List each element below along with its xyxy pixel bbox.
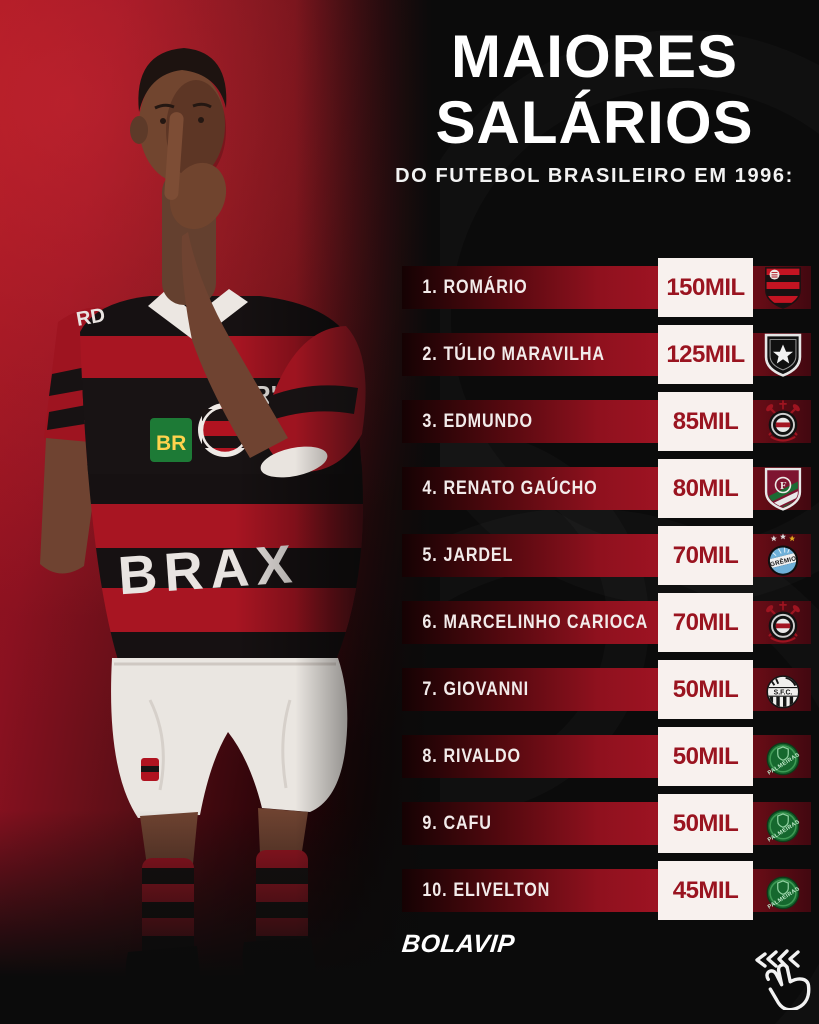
player-rank: 3. xyxy=(422,410,438,432)
player-label: 7. GIOVANNI xyxy=(402,679,529,701)
salary-value-box: 45MIL xyxy=(658,861,753,920)
ranking-row: 5. JARDEL 70MIL xyxy=(402,526,811,593)
ranking-row: 3. EDMUNDO 85MIL xyxy=(402,392,811,459)
santos-crest-icon xyxy=(762,667,804,713)
ranking-row: 10. ELIVELTON 45MIL xyxy=(402,861,811,928)
player-label: 2. TÚLIO MARAVILHA xyxy=(402,344,605,366)
player-label: 8. RIVALDO xyxy=(402,746,521,768)
player-name: ELIVELTON xyxy=(453,879,551,901)
player-label: 4. RENATO GAÚCHO xyxy=(402,478,598,500)
salary-value: 45MIL xyxy=(672,876,739,904)
player-name: TÚLIO MARAVILHA xyxy=(443,343,605,365)
header: MAIORES SALÁRIOS DO FUTEBOL BRASILEIRO E… xyxy=(390,24,799,188)
ranking-row: 9. CAFU 50MIL xyxy=(402,794,811,861)
player-rank: 1. xyxy=(422,276,438,298)
photo-fade-overlay xyxy=(0,810,445,1024)
salary-value: 50MIL xyxy=(672,809,739,837)
ranking-row: 8. RIVALDO 50MIL xyxy=(402,727,811,794)
player-rank: 9. xyxy=(422,812,438,834)
ranking-row: 7. GIOVANNI 50MIL xyxy=(402,660,811,727)
flamengo-crest-icon xyxy=(762,265,804,311)
ranking-row: 1. ROMÁRIO 150MIL xyxy=(402,258,811,325)
page-title-line1: MAIORES xyxy=(450,23,739,90)
salary-value-box: 150MIL xyxy=(658,258,753,317)
player-rank: 8. xyxy=(422,745,438,767)
salary-value-box: 70MIL xyxy=(658,593,753,652)
ranking-row: 4. RENATO GAÚCHO 80MIL xyxy=(402,459,811,526)
palmeiras-crest-icon xyxy=(762,801,804,847)
player-rank: 5. xyxy=(422,544,438,566)
player-label: 10. ELIVELTON xyxy=(402,880,550,902)
salary-value: 70MIL xyxy=(672,541,739,569)
ranking-row: 6. MARCELINHO CARIOCA 70MIL xyxy=(402,593,811,660)
fluminense-crest-icon xyxy=(762,466,804,512)
salary-value-box: 50MIL xyxy=(658,727,753,786)
gremio-crest-icon xyxy=(762,533,804,579)
salary-value: 150MIL xyxy=(666,273,745,301)
palmeiras-crest-icon xyxy=(762,868,804,914)
salary-value-box: 50MIL xyxy=(658,794,753,853)
player-name: ROMÁRIO xyxy=(443,276,528,298)
salary-value-box: 125MIL xyxy=(658,325,753,384)
player-rank: 4. xyxy=(422,477,438,499)
player-name: RIVALDO xyxy=(443,745,521,767)
player-name: CAFU xyxy=(443,812,492,834)
salary-value-box: 50MIL xyxy=(658,660,753,719)
swipe-left-icon xyxy=(755,949,811,1010)
player-rank: 6. xyxy=(422,611,438,633)
page-subtitle: DO FUTEBOL BRASILEIRO EM 1996: xyxy=(395,165,794,187)
player-label: 6. MARCELINHO CARIOCA xyxy=(402,612,648,634)
ranking-list: 1. ROMÁRIO 150MIL 2. TÚLIO MARAVILHA 125MI… xyxy=(402,258,811,928)
corinthians-crest-icon xyxy=(762,600,804,646)
salary-value: 80MIL xyxy=(672,474,739,502)
player-rank: 7. xyxy=(422,678,438,700)
bolavip-logo: BOLAVIP xyxy=(400,930,517,958)
corinthians-crest-icon xyxy=(762,399,804,445)
player-label: 1. ROMÁRIO xyxy=(402,277,528,299)
player-label: 5. JARDEL xyxy=(402,545,513,567)
botafogo-crest-icon xyxy=(762,332,804,378)
shoulder-patch-text: RD xyxy=(75,304,107,331)
page-title-line2: SALÁRIOS xyxy=(435,89,754,156)
player-rank: 10. xyxy=(422,879,448,901)
salary-value: 50MIL xyxy=(672,742,739,770)
palmeiras-crest-icon xyxy=(762,734,804,780)
player-rank: 2. xyxy=(422,343,438,365)
player-name: EDMUNDO xyxy=(443,410,533,432)
player-name: JARDEL xyxy=(443,544,514,566)
player-label: 3. EDMUNDO xyxy=(402,411,533,433)
ranking-row: 2. TÚLIO MARAVILHA 125MIL xyxy=(402,325,811,392)
salary-value-box: 70MIL xyxy=(658,526,753,585)
salary-value: 50MIL xyxy=(672,675,739,703)
salary-value: 85MIL xyxy=(672,407,739,435)
salary-value: 70MIL xyxy=(672,608,739,636)
salary-value-box: 80MIL xyxy=(658,459,753,518)
player-name: MARCELINHO CARIOCA xyxy=(443,611,649,633)
player-name: GIOVANNI xyxy=(443,678,529,700)
salary-value: 125MIL xyxy=(666,340,745,368)
salary-value-box: 85MIL xyxy=(658,392,753,451)
player-name: RENATO GAÚCHO xyxy=(443,477,598,499)
player-label: 9. CAFU xyxy=(402,813,492,835)
